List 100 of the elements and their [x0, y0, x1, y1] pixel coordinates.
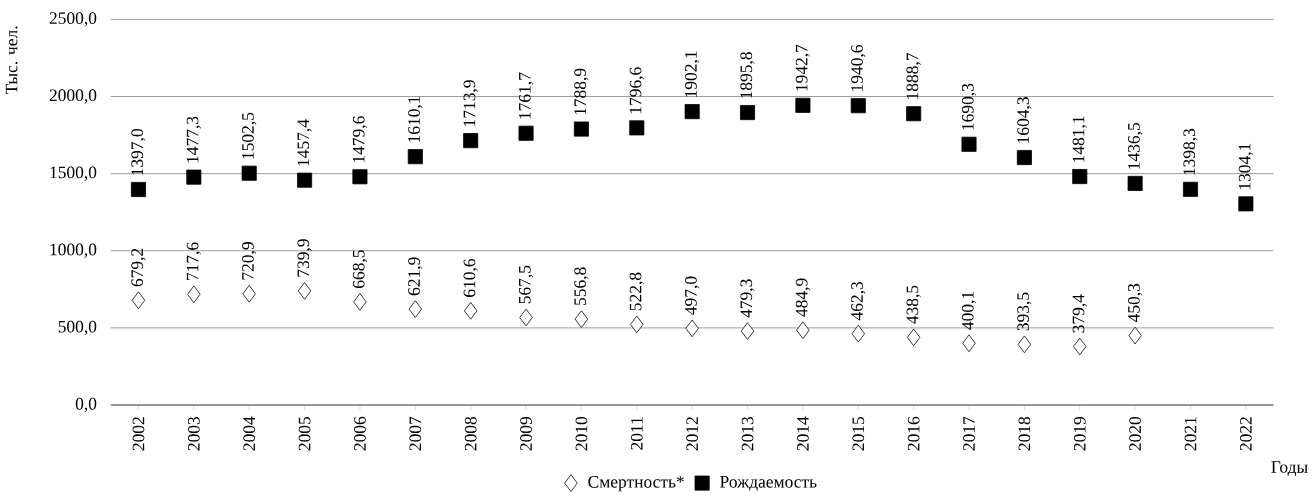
data-label: 717,6 — [186, 242, 201, 280]
data-label: 379,4 — [1072, 294, 1087, 333]
point — [242, 285, 256, 303]
x-tick-label: 2022 — [1239, 417, 1252, 451]
data-label: 1604,3 — [1017, 97, 1032, 143]
data-label: 497,0 — [685, 276, 700, 315]
data-label: 1942,7 — [795, 44, 811, 91]
x-tick-label: 2015 — [852, 416, 865, 451]
x-tick-label: 2016 — [907, 416, 920, 451]
point — [1073, 337, 1087, 356]
x-tick-label: 2021 — [1184, 417, 1197, 451]
y-tick-label: 1500,0 — [50, 166, 97, 181]
data-label: 1796,6 — [629, 67, 644, 114]
data-label: 1481,1 — [1072, 116, 1087, 162]
x-tick-label: 2018 — [1018, 416, 1031, 451]
y-tick-label: 2000,0 — [49, 89, 97, 104]
x-tick-label: 2017 — [963, 416, 975, 451]
x-tick-label: 2007 — [409, 416, 422, 451]
point — [407, 149, 423, 165]
data-label: 1397,0 — [131, 129, 146, 175]
x-tick-label: 2011 — [630, 417, 643, 450]
point — [906, 328, 921, 347]
data-label: 462,3 — [851, 281, 866, 321]
data-label: 1690,3 — [961, 83, 977, 130]
point — [574, 310, 589, 328]
data-label: 610,6 — [463, 258, 478, 297]
data-label: 1477,3 — [186, 116, 201, 163]
point — [352, 169, 368, 185]
point — [1017, 335, 1032, 354]
point — [961, 136, 977, 152]
data-label: 1479,6 — [352, 116, 368, 163]
x-tick-label: 2005 — [298, 416, 311, 451]
y-tick-label: 0,0 — [75, 397, 97, 413]
point — [519, 308, 533, 327]
point — [851, 324, 865, 343]
point — [1128, 326, 1142, 345]
x-tick-label: 2004 — [243, 416, 256, 451]
x-tick-label: 2014 — [797, 416, 809, 451]
x-tick-label: 2006 — [354, 416, 366, 451]
point — [684, 104, 700, 120]
data-label: 1940,6 — [851, 45, 866, 91]
data-label: 484,9 — [795, 278, 811, 317]
point — [1016, 150, 1032, 166]
data-label: 450,3 — [1127, 283, 1143, 323]
point — [740, 105, 756, 121]
data-label: 1761,7 — [518, 72, 534, 119]
y-tick-label: 2500,0 — [49, 12, 97, 27]
data-label: 1457,4 — [297, 119, 312, 166]
point — [629, 120, 645, 136]
point — [1183, 181, 1198, 197]
point — [187, 285, 201, 304]
point — [962, 334, 976, 353]
x-tick-label: 2020 — [1129, 416, 1142, 451]
x-tick-label: 2019 — [1073, 416, 1086, 451]
point — [850, 98, 866, 114]
point — [297, 172, 313, 188]
x-tick-label: 2013 — [741, 416, 754, 451]
point — [573, 121, 589, 137]
x-tick-label: 2009 — [520, 416, 532, 451]
data-label: 621,9 — [408, 257, 423, 296]
data-label: 1888,7 — [906, 53, 921, 99]
x-tick-label: 2008 — [464, 416, 477, 451]
data-label: 1304,1 — [1238, 143, 1253, 190]
point — [1127, 175, 1143, 191]
data-label: 668,5 — [352, 250, 368, 288]
data-label: 1788,9 — [574, 68, 589, 115]
point — [353, 293, 367, 311]
x-tick-label: 2010 — [575, 416, 588, 451]
point — [685, 319, 699, 338]
data-label: 393,5 — [1017, 292, 1032, 331]
x-axis-title: Годы — [1271, 461, 1308, 477]
legend-label: Рождаемость — [720, 476, 817, 491]
point — [408, 300, 422, 318]
point — [1072, 169, 1088, 185]
point — [518, 125, 534, 141]
data-label: 1902,1 — [685, 51, 700, 97]
data-label: 679,2 — [131, 248, 146, 287]
point — [186, 169, 202, 185]
data-label: 720,9 — [242, 242, 257, 280]
legend-label: Смертность* — [588, 476, 684, 492]
data-label: 1502,5 — [242, 112, 257, 159]
x-tick-label: 2002 — [132, 417, 145, 451]
data-label: 1610,1 — [408, 96, 423, 142]
data-label: 1436,5 — [1128, 122, 1143, 169]
point — [796, 321, 810, 340]
data-label: 739,9 — [297, 239, 312, 277]
point — [795, 97, 811, 113]
data-label: 1895,8 — [740, 52, 755, 98]
point — [1238, 196, 1254, 212]
y-axis-title: Тыс. чел. — [5, 26, 18, 95]
data-label: 522,8 — [629, 272, 644, 311]
data-label: 438,5 — [906, 285, 921, 324]
data-label: 1713,9 — [463, 80, 478, 126]
data-label: 567,5 — [518, 265, 534, 304]
point — [740, 322, 755, 340]
data-label: 479,3 — [740, 279, 755, 318]
x-tick-label: 2003 — [187, 416, 200, 451]
point — [906, 106, 922, 122]
point — [630, 315, 644, 334]
point — [241, 165, 257, 181]
